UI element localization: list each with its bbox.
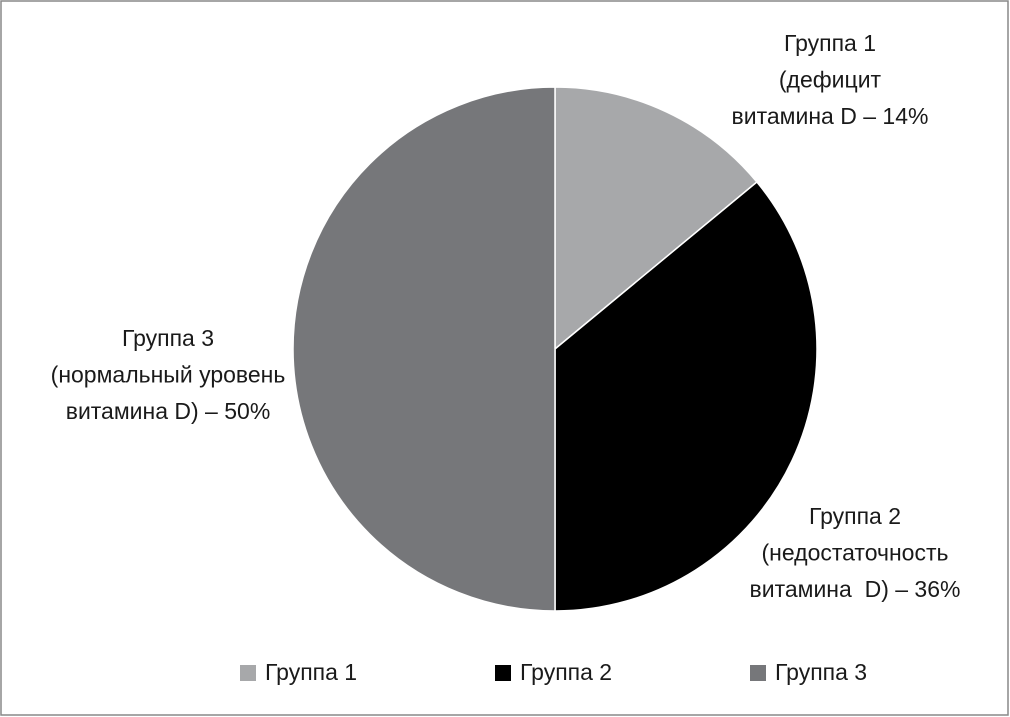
legend-label: Группа 2 — [520, 659, 612, 685]
slice-label: Группа 2 — [809, 503, 901, 529]
slice-label: Группа 3 — [122, 325, 214, 351]
legend-label: Группа 1 — [265, 659, 357, 685]
legend-swatch — [240, 665, 256, 681]
pie-slice — [292, 86, 556, 612]
slice-label: витамина D) – 50% — [66, 398, 271, 424]
legend-swatch — [750, 665, 766, 681]
slice-label: (дефицит — [779, 67, 882, 93]
legend-label: Группа 3 — [775, 659, 867, 685]
pie-slice — [554, 180, 818, 612]
slice-label: (недостаточность — [762, 540, 949, 566]
slice-label: Группа 1 — [784, 30, 876, 56]
slice-label: витамина D) – 36% — [750, 576, 961, 602]
slice-label: (нормальный уровень — [51, 362, 286, 388]
legend-swatch — [495, 665, 511, 681]
pie-slice — [554, 86, 758, 351]
slice-label: витамина D – 14% — [732, 103, 929, 129]
